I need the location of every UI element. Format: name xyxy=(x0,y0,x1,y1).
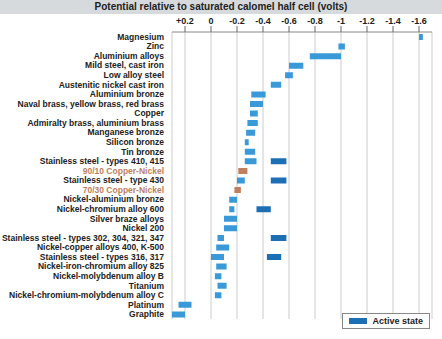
svg-text:Stainless steel - type 430: Stainless steel - type 430 xyxy=(63,175,164,185)
svg-text:Magnesium: Magnesium xyxy=(117,32,164,42)
svg-text:+0.2: +0.2 xyxy=(176,16,194,26)
svg-text:Naval brass, yellow brass, red: Naval brass, yellow brass, red brass xyxy=(18,99,165,109)
svg-text:Silver braze alloys: Silver braze alloys xyxy=(90,214,164,224)
svg-text:Manganese bronze: Manganese bronze xyxy=(87,127,164,137)
svg-text:Austenitic nickel cast iron: Austenitic nickel cast iron xyxy=(59,80,164,90)
svg-text:Mild steel, cast iron: Mild steel, cast iron xyxy=(85,60,164,70)
svg-text:Nickel-iron-chromium alloy 825: Nickel-iron-chromium alloy 825 xyxy=(38,261,164,271)
svg-text:70/30 Copper-Nickel: 70/30 Copper-Nickel xyxy=(83,185,164,195)
svg-text:Admiralty brass, aluminium bra: Admiralty brass, aluminium brass xyxy=(27,118,164,128)
svg-text:-1.6: -1.6 xyxy=(411,16,427,26)
svg-text:Graphite: Graphite xyxy=(129,309,164,319)
svg-text:Nickel-chromium-molybdenum all: Nickel-chromium-molybdenum alloy C xyxy=(9,290,164,300)
html-text:Active state: Active state xyxy=(372,316,423,326)
svg-text:Nickel-aluminium bronze: Nickel-aluminium bronze xyxy=(63,194,164,204)
svg-text:Nickel 200: Nickel 200 xyxy=(122,223,164,233)
svg-text:Low alloy steel: Low alloy steel xyxy=(104,70,164,80)
svg-text:-1.2: -1.2 xyxy=(359,16,375,26)
svg-text:-0.6: -0.6 xyxy=(281,16,297,26)
svg-text:-0.4: -0.4 xyxy=(255,16,271,26)
svg-text:-0.8: -0.8 xyxy=(307,16,323,26)
svg-text:Stainless steel - types 410, 4: Stainless steel - types 410, 415 xyxy=(40,156,165,166)
svg-text:Copper: Copper xyxy=(134,108,164,118)
svg-text:Zinc: Zinc xyxy=(147,41,165,51)
svg-text:Titanium: Titanium xyxy=(129,281,165,291)
svg-text:Silicon bronze: Silicon bronze xyxy=(106,137,164,147)
svg-text:90/10 Copper-Nickel: 90/10 Copper-Nickel xyxy=(83,166,164,176)
svg-text:Stainless steel - types 316, 3: Stainless steel - types 316, 317 xyxy=(40,252,165,262)
svg-text:-1: -1 xyxy=(337,16,345,26)
svg-text:Nickel-chromium alloy 600: Nickel-chromium alloy 600 xyxy=(57,204,165,214)
svg-text:Nickel-molybdenum alloy B: Nickel-molybdenum alloy B xyxy=(53,271,164,281)
svg-text:0: 0 xyxy=(208,16,213,26)
svg-text:Aluminium bronze: Aluminium bronze xyxy=(90,89,164,99)
svg-text:Stainless steel - types 302, 3: Stainless steel - types 302, 304, 321, 3… xyxy=(8,233,164,243)
svg-text:-1.4: -1.4 xyxy=(385,16,401,26)
svg-text:Nickel-copper alloys 400, K-50: Nickel-copper alloys 400, K-500 xyxy=(37,242,164,252)
svg-text:-0.2: -0.2 xyxy=(229,16,245,26)
svg-text:Platinum: Platinum xyxy=(128,300,164,310)
svg-text:Tin bronze: Tin bronze xyxy=(121,147,164,157)
svg-text:Aluminium alloys: Aluminium alloys xyxy=(94,51,165,61)
html-text:Potential relative to saturate: Potential relative to saturated calomel … xyxy=(94,1,348,12)
